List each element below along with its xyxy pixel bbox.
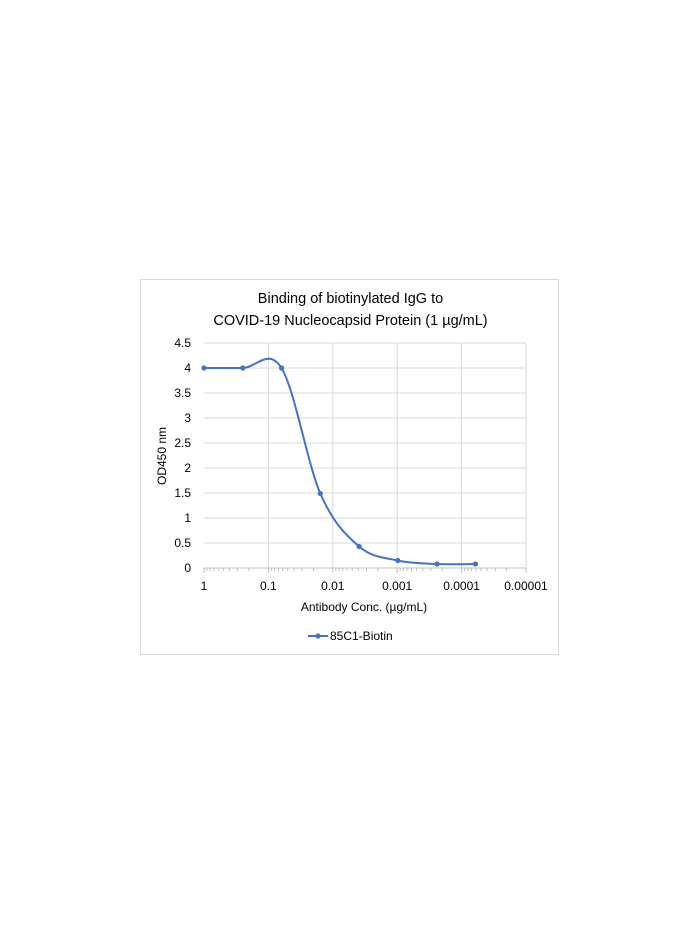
y-tick-label: 2.5 [174,436,191,450]
x-axis-title: Antibody Conc. (µg/mL) [301,600,427,614]
y-tick-label: 0 [184,561,191,575]
y-tick-label: 1 [184,511,191,525]
data-point [356,543,362,550]
data-point [201,365,207,371]
y-tick-label: 3.5 [174,386,191,400]
y-tick-label: 0.5 [174,536,191,550]
data-point [240,365,246,371]
series-line [203,357,476,566]
data-point [434,561,440,567]
data-point [278,365,285,371]
series-layer [201,357,479,567]
y-tick-label: 1.5 [174,486,191,500]
chart-frame: 0 0.5 1 1.5 2 2.5 3 3.5 4 4.5 1 0.1 0.01 0.001 0.0001 0… [140,279,559,655]
x-tick-label: 0.001 [382,579,412,593]
chart-title-line-1: Binding of biotinylated IgG to [258,291,443,307]
chart-title-line-2: COVID-19 Nucleocapsid Protein (1 µg/mL) [213,313,487,329]
x-tick-label: 0.00001 [504,579,548,593]
y-tick-label: 3 [184,411,191,425]
data-point [395,557,401,564]
data-point [317,490,323,497]
labels: Binding of biotinylated IgG to COVID-19 … [155,291,488,614]
y-axis-title: OD450 nm [155,427,169,485]
data-point [472,561,479,567]
y-tick-label: 2 [184,461,191,475]
chart: 0 0.5 1 1.5 2 2.5 3 3.5 4 4.5 1 0.1 0.01 0.001 0.0001 0… [155,291,548,643]
y-tick-label: 4 [184,361,191,375]
legend: 85C1-Biotin [308,629,393,643]
x-tick-label: 1 [201,579,208,593]
x-tick-label: 0.0001 [443,579,480,593]
axes: 0 0.5 1 1.5 2 2.5 3 3.5 4 4.5 1 0.1 0.01 0.001 0.0001 0… [174,336,548,593]
gridlines [204,342,527,568]
x-tick-label: 0.01 [321,579,345,593]
x-tick-label: 0.1 [260,579,277,593]
legend-label: 85C1-Biotin [330,629,393,643]
legend-marker [315,633,321,639]
y-tick-label: 4.5 [174,336,191,350]
